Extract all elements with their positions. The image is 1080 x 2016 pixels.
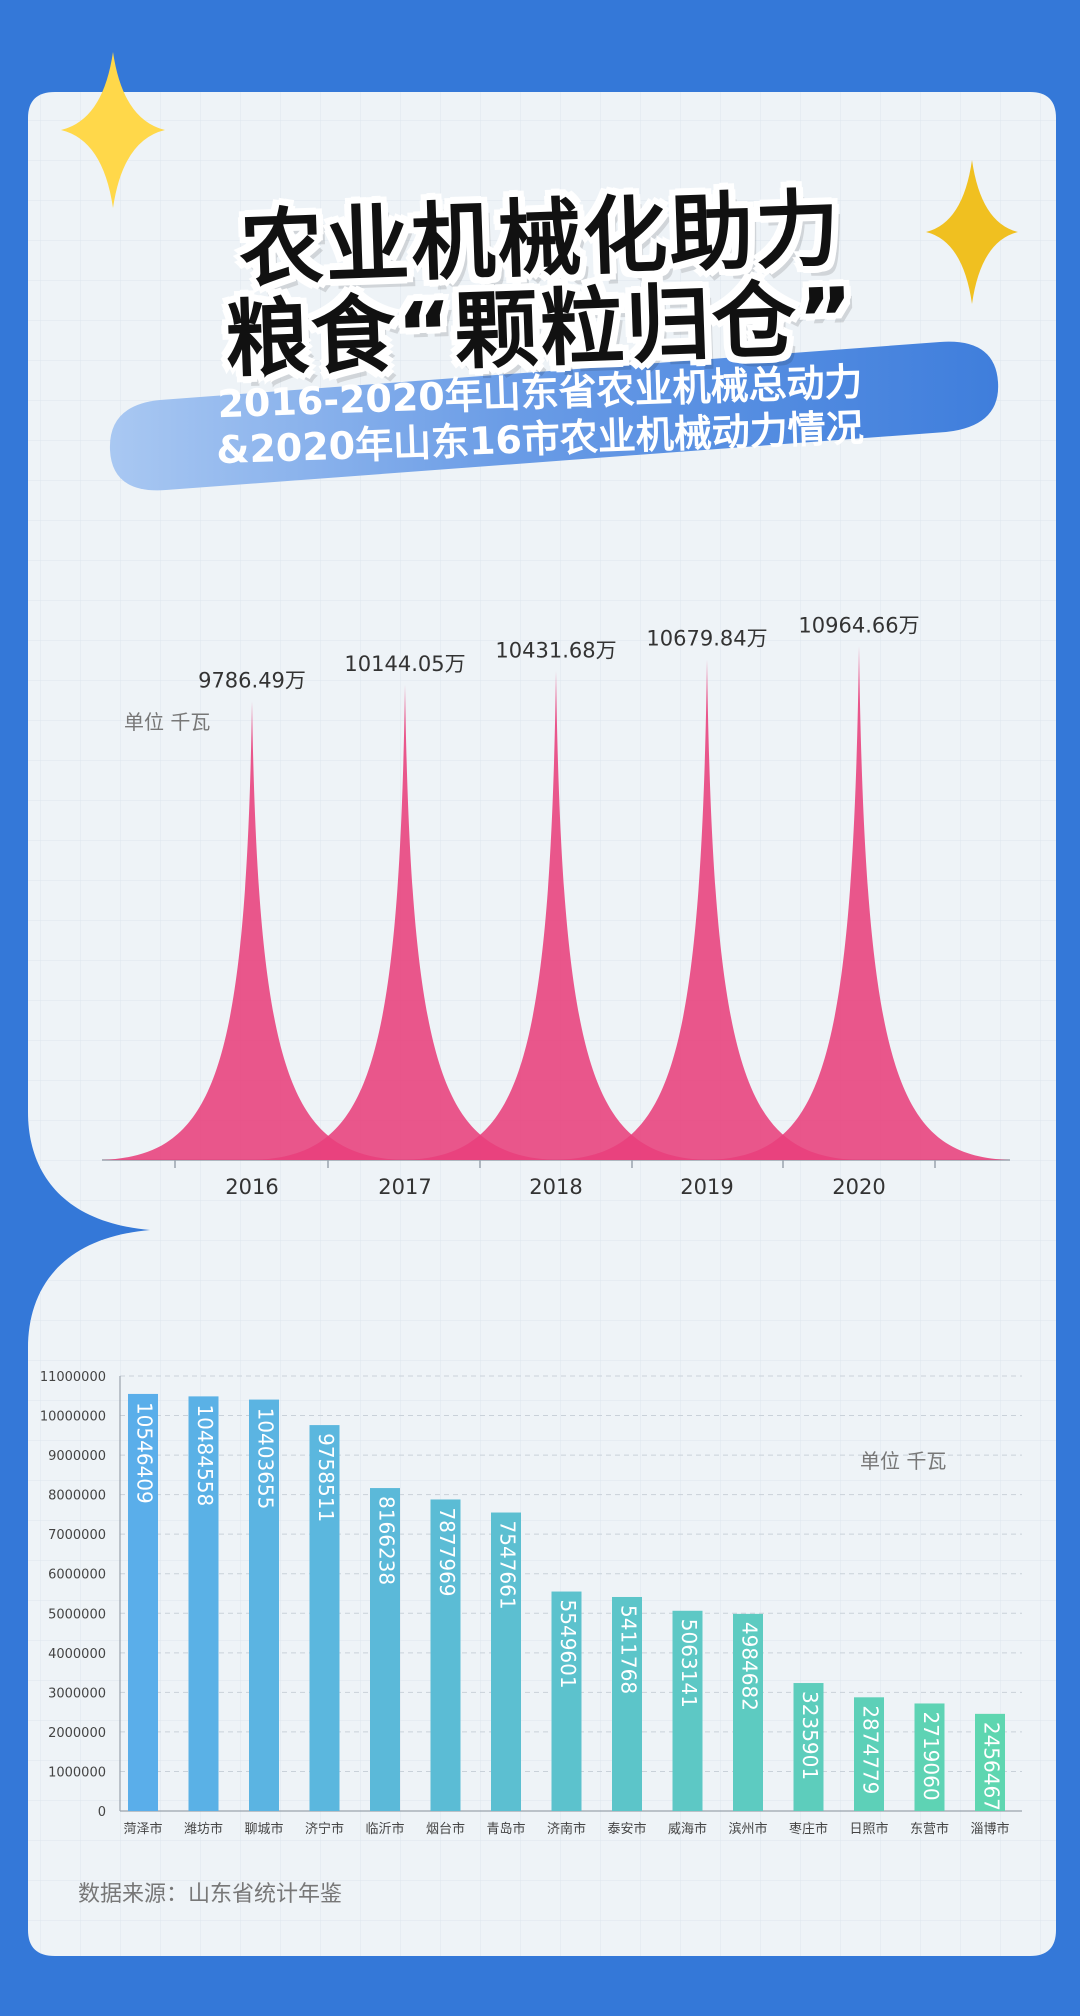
bar-value-label: 10546409 bbox=[133, 1402, 157, 1504]
data-source: 数据来源：山东省统计年鉴 bbox=[78, 1882, 343, 1907]
city-tick-label: 淄博市 bbox=[970, 1821, 1009, 1837]
y-tick-label: 1000000 bbox=[48, 1765, 106, 1780]
bar-value-label: 3235901 bbox=[798, 1691, 822, 1780]
bar-value-label: 7547661 bbox=[496, 1521, 520, 1610]
bar-聊城市 bbox=[249, 1399, 279, 1811]
bar-泰安市 bbox=[612, 1596, 642, 1811]
bar-淄博市 bbox=[975, 1713, 1005, 1811]
y-tick-label: 3000000 bbox=[48, 1686, 106, 1701]
city-tick-label: 菏泽市 bbox=[123, 1821, 162, 1837]
sparkle-star-icon bbox=[61, 52, 165, 208]
city-tick-label: 烟台市 bbox=[426, 1821, 465, 1837]
subtitle-ribbon bbox=[109, 341, 999, 491]
city-tick-label: 东营市 bbox=[910, 1821, 949, 1837]
bar-value-label: 5063141 bbox=[677, 1619, 701, 1708]
y-tick-label: 5000000 bbox=[48, 1607, 106, 1622]
year-tick-label: 2019 bbox=[680, 1175, 733, 1199]
bar-value-label: 8166238 bbox=[375, 1496, 399, 1585]
y-tick-label: 10000000 bbox=[40, 1410, 106, 1425]
peak-value-label: 10431.68万 bbox=[495, 638, 616, 662]
peak-2020 bbox=[709, 646, 1009, 1160]
year-tick-label: 2017 bbox=[378, 1175, 431, 1199]
city-tick-label: 日照市 bbox=[849, 1821, 888, 1837]
yearly-power-chart: 9786.49万 2016 10144.05万 2017 10431.68万 2018 10… bbox=[102, 613, 1010, 1199]
city-tick-label: 潍坊市 bbox=[184, 1821, 223, 1837]
peak-2016 bbox=[102, 701, 402, 1160]
city-tick-label: 临沂市 bbox=[365, 1821, 404, 1837]
bar-日照市 bbox=[854, 1697, 884, 1811]
sparkle-star-icon bbox=[926, 160, 1018, 304]
peak-2019 bbox=[557, 659, 857, 1160]
city-tick-label: 滨州市 bbox=[728, 1821, 767, 1837]
peak-value-label: 10679.84万 bbox=[646, 627, 767, 651]
y-tick-label: 8000000 bbox=[48, 1489, 106, 1504]
peak-value-label: 10964.66万 bbox=[798, 613, 919, 637]
y-tick-label: 4000000 bbox=[48, 1647, 106, 1662]
peak-value-label: 10144.05万 bbox=[344, 652, 465, 676]
bar-东营市 bbox=[914, 1703, 945, 1811]
year-tick-label: 2016 bbox=[225, 1175, 278, 1199]
bar-value-label: 7877969 bbox=[435, 1507, 459, 1596]
bar-value-label: 9758511 bbox=[314, 1433, 338, 1522]
peak-2017 bbox=[255, 684, 555, 1160]
bar-value-label: 2719060 bbox=[919, 1711, 943, 1800]
city-tick-label: 聊城市 bbox=[244, 1821, 283, 1837]
bar-济南市 bbox=[551, 1591, 582, 1811]
bar-value-label: 2874779 bbox=[859, 1705, 883, 1794]
bar-value-label: 10403655 bbox=[254, 1408, 278, 1510]
bar-value-label: 5549601 bbox=[556, 1600, 580, 1689]
bar-value-label: 10484558 bbox=[193, 1404, 217, 1506]
y-tick-label: 0 bbox=[98, 1805, 106, 1820]
bar-菏泽市 bbox=[128, 1393, 158, 1811]
city-power-chart: 0 1000000 2000000 3000000 4000000 5000000 6000… bbox=[40, 1370, 1022, 1837]
year-tick-label: 2018 bbox=[529, 1175, 582, 1199]
bar-value-label: 4984682 bbox=[738, 1622, 762, 1711]
bottom-chart-unit: 单位 千瓦 bbox=[860, 1449, 947, 1473]
year-tick-label: 2020 bbox=[832, 1175, 885, 1199]
bar-潍坊市 bbox=[188, 1396, 219, 1811]
city-tick-label: 济宁市 bbox=[305, 1821, 344, 1837]
city-tick-label: 泰安市 bbox=[607, 1821, 646, 1837]
bar-济宁市 bbox=[309, 1425, 340, 1811]
y-tick-label: 6000000 bbox=[48, 1568, 106, 1583]
y-tick-label: 2000000 bbox=[48, 1726, 106, 1741]
bar-威海市 bbox=[672, 1610, 703, 1811]
bar-青岛市 bbox=[491, 1512, 521, 1811]
bar-枣庄市 bbox=[793, 1683, 824, 1811]
bar-value-label: 5411768 bbox=[617, 1605, 641, 1694]
bar-滨州市 bbox=[733, 1613, 763, 1811]
city-tick-label: 威海市 bbox=[668, 1821, 707, 1837]
y-tick-label: 9000000 bbox=[48, 1449, 106, 1464]
peak-value-label: 9786.49万 bbox=[198, 669, 306, 693]
y-tick-label: 11000000 bbox=[40, 1370, 106, 1385]
bar-烟台市 bbox=[430, 1499, 461, 1811]
peak-2018 bbox=[406, 671, 706, 1160]
city-tick-label: 青岛市 bbox=[486, 1821, 525, 1837]
y-tick-label: 7000000 bbox=[48, 1528, 106, 1543]
top-chart-unit: 单位 千瓦 bbox=[124, 710, 211, 734]
bar-value-label: 2456467 bbox=[980, 1722, 1004, 1811]
city-tick-label: 济南市 bbox=[547, 1821, 586, 1837]
bar-临沂市 bbox=[370, 1488, 400, 1811]
city-tick-label: 枣庄市 bbox=[789, 1821, 828, 1837]
